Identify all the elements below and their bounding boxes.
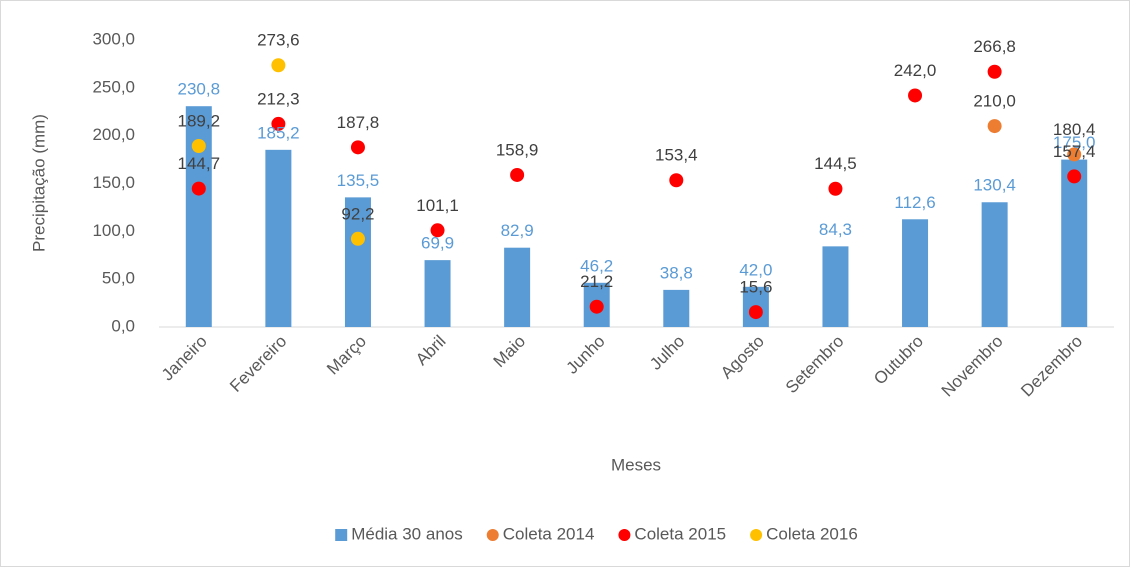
legend: Média 30 anos Coleta 2014 Coleta 2015 Colet… xyxy=(335,524,858,543)
legend-label: Coleta 2015 xyxy=(634,524,726,543)
data-point xyxy=(430,223,445,238)
legend-swatch xyxy=(335,529,348,541)
bar xyxy=(424,260,451,327)
bar xyxy=(1061,159,1088,327)
y-tick-label: 50,0 xyxy=(102,269,135,288)
data-label: 266,8 xyxy=(973,37,1016,56)
data-point xyxy=(669,173,684,188)
data-point xyxy=(589,299,604,314)
data-label: 230,8 xyxy=(178,80,221,99)
data-label: 144,7 xyxy=(178,154,221,173)
bar xyxy=(902,219,929,327)
data-label: 92,2 xyxy=(341,204,374,223)
y-tick-label: 250,0 xyxy=(92,77,135,96)
data-point xyxy=(987,64,1002,79)
data-label: 144,5 xyxy=(814,154,857,173)
data-point xyxy=(350,231,365,246)
data-label: 189,2 xyxy=(178,111,221,130)
bar xyxy=(822,246,849,327)
data-point xyxy=(908,88,923,103)
y-tick-label: 200,0 xyxy=(92,125,135,144)
data-label: 112,6 xyxy=(894,193,935,212)
y-tick-label: 100,0 xyxy=(92,221,135,240)
data-point xyxy=(1067,147,1082,162)
y-tick-label: 150,0 xyxy=(92,173,135,192)
data-label: 187,8 xyxy=(337,113,380,132)
data-label: 157,4 xyxy=(1053,142,1096,161)
legend-swatch xyxy=(750,529,763,541)
data-point xyxy=(510,167,525,182)
data-label: 212,3 xyxy=(257,89,300,108)
bar xyxy=(265,149,292,327)
data-label: 42,0 xyxy=(739,260,772,279)
data-label: 158,9 xyxy=(496,140,539,159)
legend-label: Coleta 2014 xyxy=(503,524,595,543)
y-tick-label: 0,0 xyxy=(111,316,135,335)
data-point xyxy=(191,181,206,196)
data-label: 175,0 xyxy=(1053,133,1096,152)
legend-label: Coleta 2016 xyxy=(766,524,858,543)
data-label: 46,2 xyxy=(580,256,613,275)
data-label: 101,1 xyxy=(416,196,459,215)
data-point xyxy=(350,140,365,155)
data-label: 130,4 xyxy=(973,176,1016,195)
data-point xyxy=(748,305,763,320)
data-label: 242,0 xyxy=(894,61,937,80)
data-label: 38,8 xyxy=(660,263,693,282)
y-tick-label: 300,0 xyxy=(92,29,135,48)
data-label: 185,2 xyxy=(257,123,300,142)
data-label: 82,9 xyxy=(501,221,534,240)
data-point xyxy=(1067,169,1082,184)
data-label: 69,9 xyxy=(421,234,454,253)
data-label: 135,5 xyxy=(337,171,380,190)
data-point xyxy=(828,181,843,196)
bar xyxy=(504,247,531,327)
legend-swatch xyxy=(486,529,499,541)
data-label: 15,6 xyxy=(739,278,772,297)
data-point xyxy=(271,58,286,73)
bar xyxy=(981,202,1008,327)
data-point xyxy=(191,138,206,153)
data-point xyxy=(987,119,1002,134)
y-axis-title: Precipitação (mm) xyxy=(29,114,48,252)
x-axis-title: Meses xyxy=(611,455,661,474)
data-label: 21,2 xyxy=(580,272,613,291)
data-point xyxy=(271,116,286,131)
bar xyxy=(344,197,371,327)
bar xyxy=(663,289,690,327)
data-label: 273,6 xyxy=(257,31,300,50)
data-label: 210,0 xyxy=(973,92,1016,111)
data-label: 180,4 xyxy=(1053,120,1096,139)
legend-swatch xyxy=(618,529,631,541)
data-label: 84,3 xyxy=(819,220,852,239)
legend-label: Média 30 anos xyxy=(351,524,463,543)
data-label: 153,4 xyxy=(655,146,698,165)
